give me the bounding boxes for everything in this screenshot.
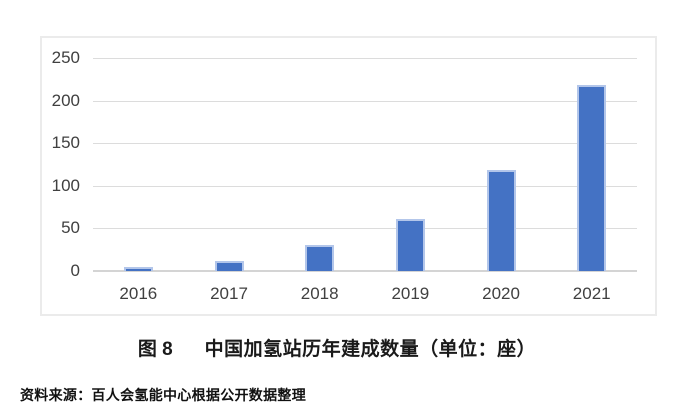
x-tick-label: 2021 bbox=[572, 284, 611, 303]
x-tick-label: 2016 bbox=[119, 284, 158, 303]
bar-slot bbox=[456, 58, 547, 271]
x-tick-label: 2017 bbox=[210, 284, 248, 303]
x-tick-label: 2019 bbox=[391, 284, 430, 303]
bar-slot bbox=[93, 58, 184, 271]
y-tick-label: 0 bbox=[70, 261, 80, 280]
y-tick-label: 100 bbox=[51, 175, 80, 195]
gridline bbox=[93, 58, 637, 59]
bar-2020 bbox=[486, 170, 516, 271]
bar-2016 bbox=[123, 266, 153, 271]
bar-chart: 0 50 100 150 200 250 2016 2017 2018 2019 2020 2021 bbox=[40, 36, 657, 316]
bar-2019 bbox=[395, 219, 425, 271]
bar-slot bbox=[184, 58, 275, 271]
figure-caption: 图 8 中国加氢站历年建成数量（单位：座） bbox=[0, 334, 674, 361]
y-tick-label: 50 bbox=[61, 218, 80, 238]
bar-slot bbox=[274, 58, 365, 271]
gridline bbox=[93, 100, 637, 102]
bar-2021 bbox=[577, 85, 607, 271]
bar-slot bbox=[546, 58, 637, 271]
figure-number: 图 8 bbox=[137, 339, 173, 360]
gridline bbox=[93, 143, 637, 145]
figure-title: 中国加氢站历年建成数量（单位：座） bbox=[204, 339, 537, 360]
bar-slot bbox=[365, 58, 456, 271]
source-note: 资料来源：百人会氢能中心根据公开数据整理 bbox=[20, 387, 306, 403]
y-tick-label: 200 bbox=[51, 90, 80, 110]
y-tick-label: 250 bbox=[51, 48, 80, 67]
gridline bbox=[93, 228, 637, 230]
x-axis-line bbox=[93, 270, 637, 272]
bar-2018 bbox=[305, 245, 335, 271]
y-tick-label: 150 bbox=[51, 133, 80, 153]
y-axis: 0 50 100 150 200 250 bbox=[42, 48, 80, 280]
bar-2017 bbox=[214, 260, 244, 271]
x-tick-label: 2020 bbox=[482, 284, 520, 303]
x-axis: 2016 2017 2018 2019 2020 2021 bbox=[93, 284, 637, 304]
plot-area bbox=[93, 58, 637, 271]
x-tick-label: 2018 bbox=[300, 284, 339, 303]
gridline bbox=[93, 185, 637, 187]
